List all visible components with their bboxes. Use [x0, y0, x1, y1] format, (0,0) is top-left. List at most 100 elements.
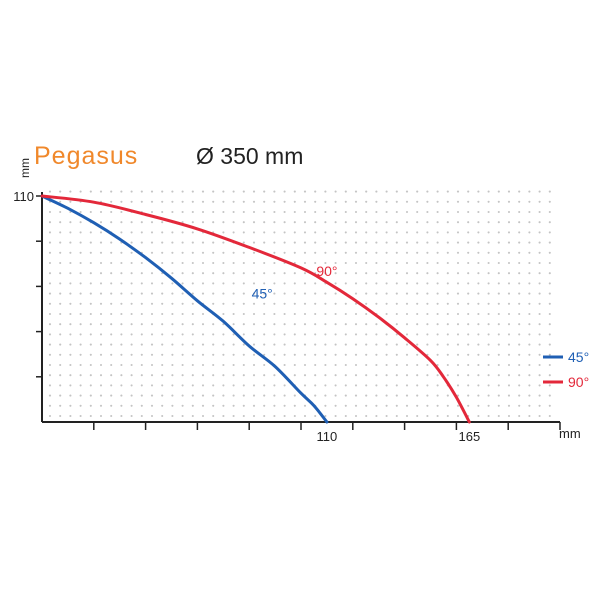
grid-dot: [273, 404, 276, 407]
grid-dot: [446, 333, 449, 336]
grid-dot: [497, 221, 500, 224]
grid-dot: [201, 190, 205, 193]
grid-dot: [130, 251, 133, 254]
grid-dot: [436, 272, 439, 275]
grid-dot: [426, 363, 429, 367]
grid-dot: [487, 272, 490, 275]
grid-dot: [477, 384, 480, 387]
grid-dot: [212, 221, 215, 224]
grid-dot: [507, 333, 511, 336]
grid-dot: [59, 261, 62, 265]
grid-dot: [283, 251, 286, 254]
grid-dot: [242, 251, 245, 254]
grid-dot: [477, 343, 480, 346]
grid-dot: [354, 404, 358, 407]
grid-dot: [120, 231, 123, 234]
grid-dot: [273, 333, 276, 336]
grid-dot: [467, 292, 470, 295]
grid-dot: [467, 241, 470, 244]
grid-dot: [385, 231, 388, 234]
grid-dot: [334, 251, 337, 254]
grid-dot: [344, 241, 347, 244]
grid-dot: [344, 312, 347, 316]
grid-dot: [181, 292, 184, 295]
brand-title: Pegasus: [34, 142, 138, 170]
grid-dot: [273, 251, 276, 254]
grid-dot: [314, 414, 317, 418]
grid-dot: [242, 353, 245, 356]
grid-dot: [385, 241, 388, 244]
grid-dot: [232, 272, 235, 275]
grid-dot: [99, 394, 103, 397]
grid-dot: [150, 312, 154, 316]
grid-dot: [99, 302, 103, 305]
grid-dot: [242, 241, 245, 244]
grid-dot: [314, 363, 317, 367]
grid-dot: [161, 374, 164, 377]
grid-dot: [416, 343, 419, 346]
grid-dot: [232, 384, 235, 387]
grid-dot: [283, 312, 286, 316]
grid-dot: [477, 312, 480, 316]
grid-dot: [456, 343, 460, 346]
grid-dot: [212, 200, 215, 203]
grid-dot: [456, 394, 460, 397]
grid-dot: [263, 374, 266, 377]
grid-dot: [385, 292, 388, 295]
grid-dot: [69, 231, 72, 234]
grid-dot: [354, 251, 358, 254]
grid-dot: [79, 231, 82, 234]
grid-dot: [538, 353, 541, 356]
grid-dot: [79, 312, 82, 316]
grid-dot: [48, 221, 52, 224]
grid-dot: [314, 210, 317, 214]
grid-dot: [405, 251, 409, 254]
grid-dot: [324, 363, 327, 367]
grid-dot: [354, 394, 358, 397]
legend-label-45: 45°: [568, 349, 589, 365]
grid-dot: [477, 394, 480, 397]
grid-dot: [507, 190, 511, 193]
grid-dot: [375, 384, 378, 387]
grid-dot: [303, 323, 307, 326]
grid-dot: [89, 231, 92, 234]
grid-dot: [487, 302, 490, 305]
grid-dot: [477, 302, 480, 305]
grid-dot: [171, 312, 174, 316]
grid-dot: [242, 200, 245, 203]
grid-dot: [426, 384, 429, 387]
grid-dot: [446, 261, 449, 265]
grid-dot: [416, 272, 419, 275]
grid-dot: [477, 272, 480, 275]
grid-dot: [375, 404, 378, 407]
grid-dot: [497, 374, 500, 377]
grid-dot: [130, 343, 133, 346]
grid-dot: [252, 374, 256, 377]
grid-dot: [140, 323, 143, 326]
grid-dot: [263, 282, 266, 285]
grid-dot: [120, 190, 123, 193]
grid-dot: [150, 302, 154, 305]
grid-dot: [130, 333, 133, 336]
grid-dot: [242, 363, 245, 367]
grid-dot: [303, 272, 307, 275]
grid-dot: [344, 343, 347, 346]
grid-dot: [201, 384, 205, 387]
grid-dot: [150, 343, 154, 346]
grid-dot: [150, 404, 154, 407]
grid-dot: [89, 312, 92, 316]
grid-dot: [518, 343, 521, 346]
grid-dot: [150, 221, 154, 224]
grid-dot: [334, 312, 337, 316]
grid-dot: [110, 241, 113, 244]
grid-dot: [497, 343, 500, 346]
grid-dot: [487, 221, 490, 224]
grid-dot: [314, 302, 317, 305]
grid-dot: [242, 414, 245, 418]
grid-dot: [365, 343, 368, 346]
grid-dot: [232, 251, 235, 254]
grid-dot: [395, 231, 398, 234]
grid-dot: [161, 353, 164, 356]
grid-dot: [446, 210, 449, 214]
grid-dot: [242, 333, 245, 336]
